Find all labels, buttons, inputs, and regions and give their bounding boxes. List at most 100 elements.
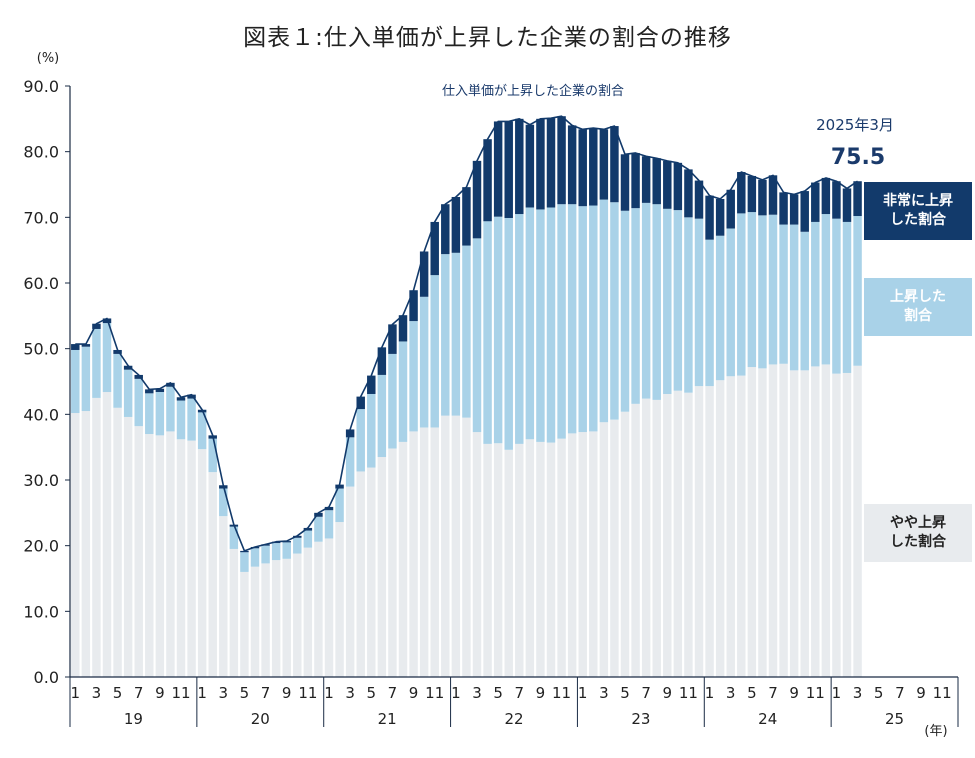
bar-very-rising bbox=[599, 129, 609, 200]
x-month-label: 7 bbox=[388, 684, 398, 702]
bar-rising bbox=[673, 210, 683, 391]
bar-slightly-rising bbox=[229, 548, 239, 677]
legend-slightly-rising-line2: した割合 bbox=[890, 534, 946, 550]
legend-rising: 上昇した 割合 bbox=[864, 278, 972, 336]
bar-rising bbox=[832, 218, 841, 374]
bar-slightly-rising bbox=[261, 563, 270, 677]
bar-rising bbox=[821, 214, 831, 365]
legend-rising-line2: 割合 bbox=[904, 308, 932, 324]
bar-very-rising bbox=[155, 388, 165, 392]
bar-slightly-rising bbox=[324, 538, 334, 677]
bar-slightly-rising bbox=[483, 443, 492, 677]
bar-slightly-rising bbox=[462, 417, 471, 677]
bar-slightly-rising bbox=[599, 422, 609, 677]
bar-very-rising bbox=[694, 180, 704, 219]
bar-rising bbox=[335, 488, 344, 523]
x-year-label: 22 bbox=[504, 710, 523, 728]
bar-very-rising bbox=[663, 160, 672, 209]
bar-rising bbox=[631, 208, 640, 404]
bar-rising bbox=[472, 238, 482, 433]
bar-very-rising bbox=[367, 375, 376, 394]
bar-slightly-rising bbox=[557, 438, 566, 677]
bar-rising bbox=[768, 214, 778, 365]
bar-rising bbox=[842, 221, 852, 373]
bar-rising bbox=[737, 213, 746, 376]
bar-rising bbox=[324, 510, 334, 539]
bar-rising bbox=[419, 296, 429, 428]
bar-very-rising bbox=[567, 125, 577, 205]
bar-very-rising bbox=[853, 181, 862, 217]
bar-slightly-rising bbox=[800, 370, 809, 677]
bar-rising bbox=[546, 207, 556, 443]
x-month-label: 1 bbox=[451, 684, 461, 702]
y-tick-label: 0.0 bbox=[34, 668, 59, 687]
bar-rising bbox=[314, 516, 323, 542]
x-month-label: 11 bbox=[806, 684, 825, 702]
bar-slightly-rising bbox=[567, 433, 577, 677]
bar-rising bbox=[345, 437, 355, 487]
bar-slightly-rising bbox=[197, 449, 207, 677]
bar-rising bbox=[462, 245, 471, 418]
bar-very-rising bbox=[789, 194, 799, 225]
bar-slightly-rising bbox=[419, 427, 429, 677]
chart-subtitle: 仕入単価が上昇した企業の割合 bbox=[442, 83, 624, 99]
x-year-label: 21 bbox=[378, 710, 397, 728]
x-month-label: 3 bbox=[345, 684, 355, 702]
x-month-label: 7 bbox=[261, 684, 271, 702]
bar-very-rising bbox=[684, 169, 693, 218]
bar-rising bbox=[197, 412, 207, 450]
bar-rising bbox=[620, 210, 630, 412]
bar-very-rising bbox=[610, 126, 619, 203]
x-month-label: 1 bbox=[197, 684, 207, 702]
bar-slightly-rising bbox=[811, 366, 820, 677]
x-year-label: 19 bbox=[124, 710, 143, 728]
bar-slightly-rising bbox=[240, 571, 249, 677]
bar-rising bbox=[398, 341, 408, 442]
bar-rising bbox=[599, 199, 609, 423]
bar-slightly-rising bbox=[758, 368, 767, 677]
legend-very-rising: 非常に上昇 した割合 bbox=[864, 182, 972, 240]
bar-rising bbox=[155, 392, 165, 436]
bar-very-rising bbox=[832, 181, 841, 219]
legend-very-rising-line2: した割合 bbox=[890, 212, 946, 228]
bar-rising bbox=[229, 526, 239, 549]
bar-very-rising bbox=[398, 315, 408, 342]
x-month-label: 3 bbox=[853, 684, 863, 702]
bar-very-rising bbox=[578, 129, 587, 207]
x-month-label: 9 bbox=[916, 684, 926, 702]
bar-slightly-rising bbox=[832, 373, 841, 677]
x-month-label: 3 bbox=[726, 684, 736, 702]
bar-slightly-rising bbox=[176, 439, 186, 677]
x-month-label: 7 bbox=[641, 684, 651, 702]
bar-rising bbox=[451, 252, 461, 416]
bar-rising bbox=[853, 216, 862, 366]
bar-very-rising bbox=[176, 397, 186, 401]
bar-very-rising bbox=[737, 172, 746, 214]
bar-very-rising bbox=[303, 527, 313, 531]
annotation-value: 75.5 bbox=[831, 145, 885, 170]
bar-rising bbox=[303, 530, 313, 548]
y-axis-unit: (%) bbox=[37, 51, 60, 66]
bar-slightly-rising bbox=[726, 376, 735, 677]
bar-rising bbox=[282, 542, 291, 559]
bar-slightly-rising bbox=[853, 365, 862, 677]
bar-slightly-rising bbox=[282, 558, 291, 677]
y-tick-label: 70.0 bbox=[23, 208, 59, 227]
bar-very-rising bbox=[800, 191, 809, 232]
bar-very-rising bbox=[546, 118, 556, 208]
bar-slightly-rising bbox=[430, 427, 439, 677]
x-month-label: 7 bbox=[134, 684, 144, 702]
bar-rising bbox=[536, 209, 545, 442]
bar-slightly-rising bbox=[610, 419, 619, 677]
bar-slightly-rising bbox=[546, 442, 556, 677]
bar-rising bbox=[102, 323, 112, 393]
bar-slightly-rising bbox=[409, 431, 418, 677]
bar-rising bbox=[377, 374, 387, 458]
bar-rising bbox=[356, 409, 365, 472]
x-month-label: 1 bbox=[578, 684, 588, 702]
x-month-label: 7 bbox=[768, 684, 778, 702]
bar-slightly-rising bbox=[504, 449, 513, 677]
bar-slightly-rising bbox=[842, 372, 852, 677]
bar-very-rising bbox=[113, 349, 122, 354]
